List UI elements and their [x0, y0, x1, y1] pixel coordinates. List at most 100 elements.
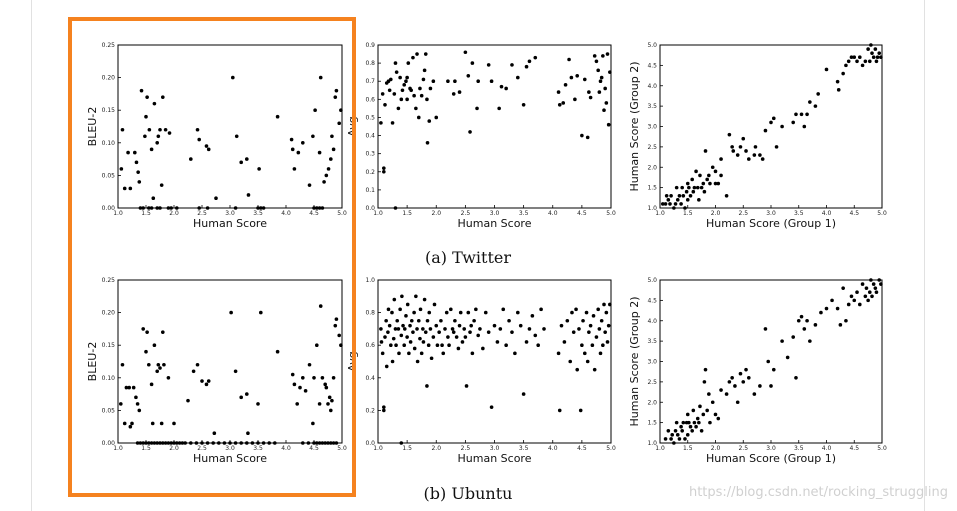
data-point-zero: [393, 206, 398, 210]
data-point: [382, 166, 386, 170]
data-point: [311, 421, 315, 426]
data-point: [390, 121, 395, 125]
data-point: [195, 127, 200, 132]
data-point: [867, 290, 872, 295]
data-point: [719, 388, 723, 392]
data-point: [601, 54, 605, 58]
plot-area: [377, 279, 612, 444]
x-tick-label: 4.0: [822, 210, 832, 217]
data-point: [130, 421, 134, 426]
data-point: [124, 385, 129, 390]
plot-area: [377, 44, 612, 209]
data-point: [670, 433, 675, 437]
data-point: [411, 55, 415, 60]
data-point: [699, 185, 704, 190]
x-tick-label: 1.5: [683, 445, 693, 452]
data-point: [422, 68, 427, 73]
data-point-zero: [267, 441, 272, 445]
data-point-zero: [320, 206, 325, 210]
data-point: [134, 160, 139, 165]
data-point: [580, 343, 584, 348]
data-point: [590, 343, 595, 348]
data-point: [702, 189, 707, 194]
data-point: [510, 330, 514, 334]
data-point: [608, 70, 612, 74]
data-point: [144, 114, 148, 119]
data-point: [844, 318, 848, 323]
x-tick-label: 4.5: [849, 210, 859, 217]
y-tick-label: 0.6: [365, 342, 375, 349]
data-point: [186, 398, 190, 403]
y-tick-label: 0.05: [102, 407, 116, 414]
data-point-zero: [245, 441, 249, 445]
data-point: [599, 75, 604, 80]
data-point: [758, 384, 762, 388]
data-point-zero: [197, 206, 201, 210]
x-axis-label: Human Score: [458, 452, 532, 465]
data-point: [710, 165, 715, 170]
data-point: [400, 294, 404, 299]
chart-tw-bleu: 1.0 1.5 2.0 2.5 3.0 3.5 4.0 4.5 5.0 0.00 0.05 0.10 0…: [86, 42, 347, 230]
data-point: [536, 343, 540, 348]
data-point-zero: [158, 206, 162, 210]
data-point: [819, 310, 823, 315]
data-point: [805, 318, 809, 323]
data-point-zero: [161, 441, 165, 445]
data-point: [802, 327, 807, 331]
data-point: [575, 73, 580, 78]
data-point: [419, 93, 424, 98]
data-point: [769, 120, 773, 125]
data-point: [760, 157, 765, 161]
x-tick-label: 5.0: [337, 445, 347, 452]
data-point: [163, 127, 168, 132]
data-point: [870, 51, 874, 55]
data-point: [556, 351, 561, 356]
data-point: [301, 141, 305, 145]
data-point: [392, 297, 397, 302]
data-point: [690, 428, 694, 433]
data-point: [331, 147, 336, 152]
data-point: [492, 323, 497, 328]
data-point-zero: [320, 441, 325, 445]
y-tick-label: 0.8: [365, 310, 375, 317]
data-point: [172, 421, 176, 426]
data-point: [849, 55, 854, 60]
data-point: [423, 52, 428, 56]
data-point: [707, 173, 711, 178]
data-point: [159, 421, 164, 426]
data-point: [871, 282, 876, 286]
data-point: [451, 92, 456, 96]
data-point: [685, 412, 690, 417]
data-point: [402, 83, 407, 87]
data-point: [539, 307, 543, 312]
data-point: [324, 385, 329, 390]
data-point-zero: [239, 441, 243, 445]
data-point: [504, 343, 508, 348]
data-point: [141, 327, 145, 331]
data-point: [835, 306, 840, 311]
y-tick-label: 0.10: [102, 375, 116, 382]
data-point: [135, 402, 140, 406]
data-point-zero: [217, 441, 221, 445]
data-point: [874, 59, 879, 64]
data-point: [741, 380, 746, 384]
data-point: [239, 395, 243, 400]
data-point: [597, 327, 602, 331]
data-point: [603, 86, 607, 91]
data-point: [679, 202, 683, 206]
x-tick-label: 2.5: [461, 210, 471, 217]
data-point: [301, 376, 305, 380]
x-tick-label: 2.0: [711, 210, 721, 217]
data-point: [724, 392, 729, 396]
data-point: [428, 327, 433, 331]
data-point: [429, 356, 434, 361]
data-point: [387, 88, 392, 93]
data-point-zero: [329, 441, 333, 445]
x-tick-label: 3.5: [253, 210, 263, 217]
data-point: [799, 112, 804, 117]
data-point: [557, 102, 562, 107]
data-point: [677, 193, 682, 198]
data-point: [239, 160, 243, 165]
